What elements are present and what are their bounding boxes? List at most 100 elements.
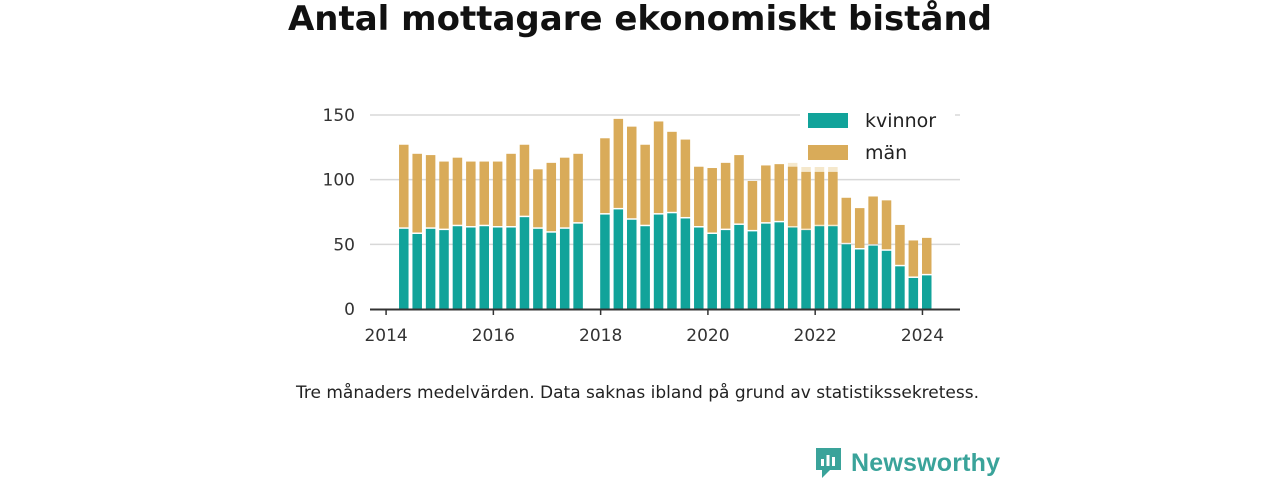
bar-kvinnor [680, 218, 691, 309]
bar-kvinnor [761, 223, 771, 309]
bar-man [828, 171, 838, 225]
bar-kvinnor [694, 227, 704, 309]
bar-man [559, 157, 570, 228]
bar-man [479, 161, 489, 225]
bar-kvinnor [613, 209, 624, 309]
bar-man [868, 196, 878, 245]
bar-kvinnor [519, 217, 530, 309]
bar-kvinnor [626, 219, 637, 309]
bar-kvinnor [720, 230, 731, 309]
bar-kvinnor [868, 245, 878, 309]
bar-kvinnor [881, 250, 892, 309]
bar-man [600, 138, 610, 214]
bar-chart: 0 50 100 150 2014 2016 2018 2020 2022 2024 kvinno… [323, 106, 960, 346]
x-tick-label: 2014 [364, 326, 407, 346]
bar-man [640, 144, 650, 225]
bar-man [720, 162, 731, 229]
bar-man [841, 197, 852, 243]
bar-kvinnor [412, 233, 422, 309]
legend-label: män [865, 142, 907, 164]
bar-kvinnor [466, 227, 476, 309]
bar-kvinnor [814, 226, 825, 309]
bar-kvinnor [452, 226, 463, 309]
y-tick-label: 100 [323, 171, 355, 191]
bar-kvinnor [479, 226, 489, 309]
bar-man [546, 162, 557, 232]
bar-kvinnor [854, 249, 865, 309]
bar-kvinnor [640, 226, 650, 309]
x-tick-label: 2022 [794, 326, 837, 346]
brand-name: Newsworthy [851, 448, 1001, 477]
bar-kvinnor [559, 228, 570, 309]
x-tick-label: 2016 [472, 326, 515, 346]
bar-man [613, 118, 624, 208]
bar-man [734, 155, 744, 224]
bar-man [653, 121, 664, 214]
bar-man [533, 169, 543, 228]
bar-man [787, 166, 798, 227]
bar-man [439, 161, 449, 229]
bar-man [492, 161, 503, 227]
legend-swatch [808, 113, 848, 128]
bar-kvinnor [439, 230, 449, 309]
bar-kvinnor [841, 244, 852, 309]
bar-man [854, 208, 865, 249]
bar-man [801, 171, 811, 229]
bar-man [881, 200, 892, 250]
legend-label: kvinnor [865, 110, 936, 132]
bar-man [680, 139, 691, 217]
bar-man [908, 240, 919, 277]
bar-man [399, 144, 409, 228]
bar-kvinnor [801, 230, 811, 309]
bar-man [519, 144, 530, 216]
bar-man [921, 237, 932, 274]
bar-kvinnor [787, 227, 798, 309]
bar-kvinnor [492, 227, 503, 309]
bar-man [573, 153, 583, 223]
bar-man [506, 153, 516, 227]
bar-kvinnor [667, 213, 677, 309]
x-tick-label: 2024 [901, 326, 944, 346]
bar-man [814, 171, 825, 225]
bar-man [667, 131, 677, 212]
bar-man [466, 161, 476, 227]
bar-kvinnor [573, 223, 583, 309]
bar-kvinnor [533, 228, 543, 309]
bar-kvinnor [908, 277, 919, 309]
stacked-bars [399, 118, 932, 309]
chart-caption: Tre månaders medelvärden. Data saknas ib… [296, 383, 979, 403]
bar-kvinnor [921, 275, 932, 309]
bar-man [694, 166, 704, 227]
bar-kvinnor [506, 227, 516, 309]
bar-kvinnor [707, 233, 717, 309]
legend: kvinnor män [800, 107, 955, 167]
bar-man [774, 164, 784, 221]
bar-man [412, 153, 422, 233]
bar-man [707, 168, 717, 233]
bar-kvinnor [546, 232, 557, 309]
bar-man [747, 180, 758, 230]
bar-kvinnor [425, 228, 436, 309]
bar-man [425, 155, 436, 228]
bar-kvinnor [653, 214, 664, 309]
brand-logo[interactable]: Newsworthy [814, 446, 1000, 480]
bar-kvinnor [600, 214, 610, 309]
bar-kvinnor [399, 228, 409, 309]
axes: 0 50 100 150 2014 2016 2018 2020 2022 2024 [323, 106, 960, 346]
chart-title: Antal mottagare ekonomiskt bistånd [287, 0, 993, 39]
bar-man [626, 126, 637, 219]
bar-kvinnor [828, 226, 838, 309]
legend-swatch [808, 145, 848, 160]
bar-man [761, 165, 771, 223]
x-tick-label: 2020 [686, 326, 729, 346]
bar-man [895, 224, 905, 265]
bar-kvinnor [747, 231, 758, 309]
bar-kvinnor [895, 266, 905, 309]
bar-kvinnor [774, 222, 784, 309]
bar-kvinnor [734, 224, 744, 309]
newsworthy-logo-icon [816, 448, 841, 478]
y-tick-label: 150 [323, 106, 355, 126]
bar-man [452, 157, 463, 225]
y-tick-label: 0 [344, 300, 355, 320]
x-tick-label: 2018 [579, 326, 622, 346]
